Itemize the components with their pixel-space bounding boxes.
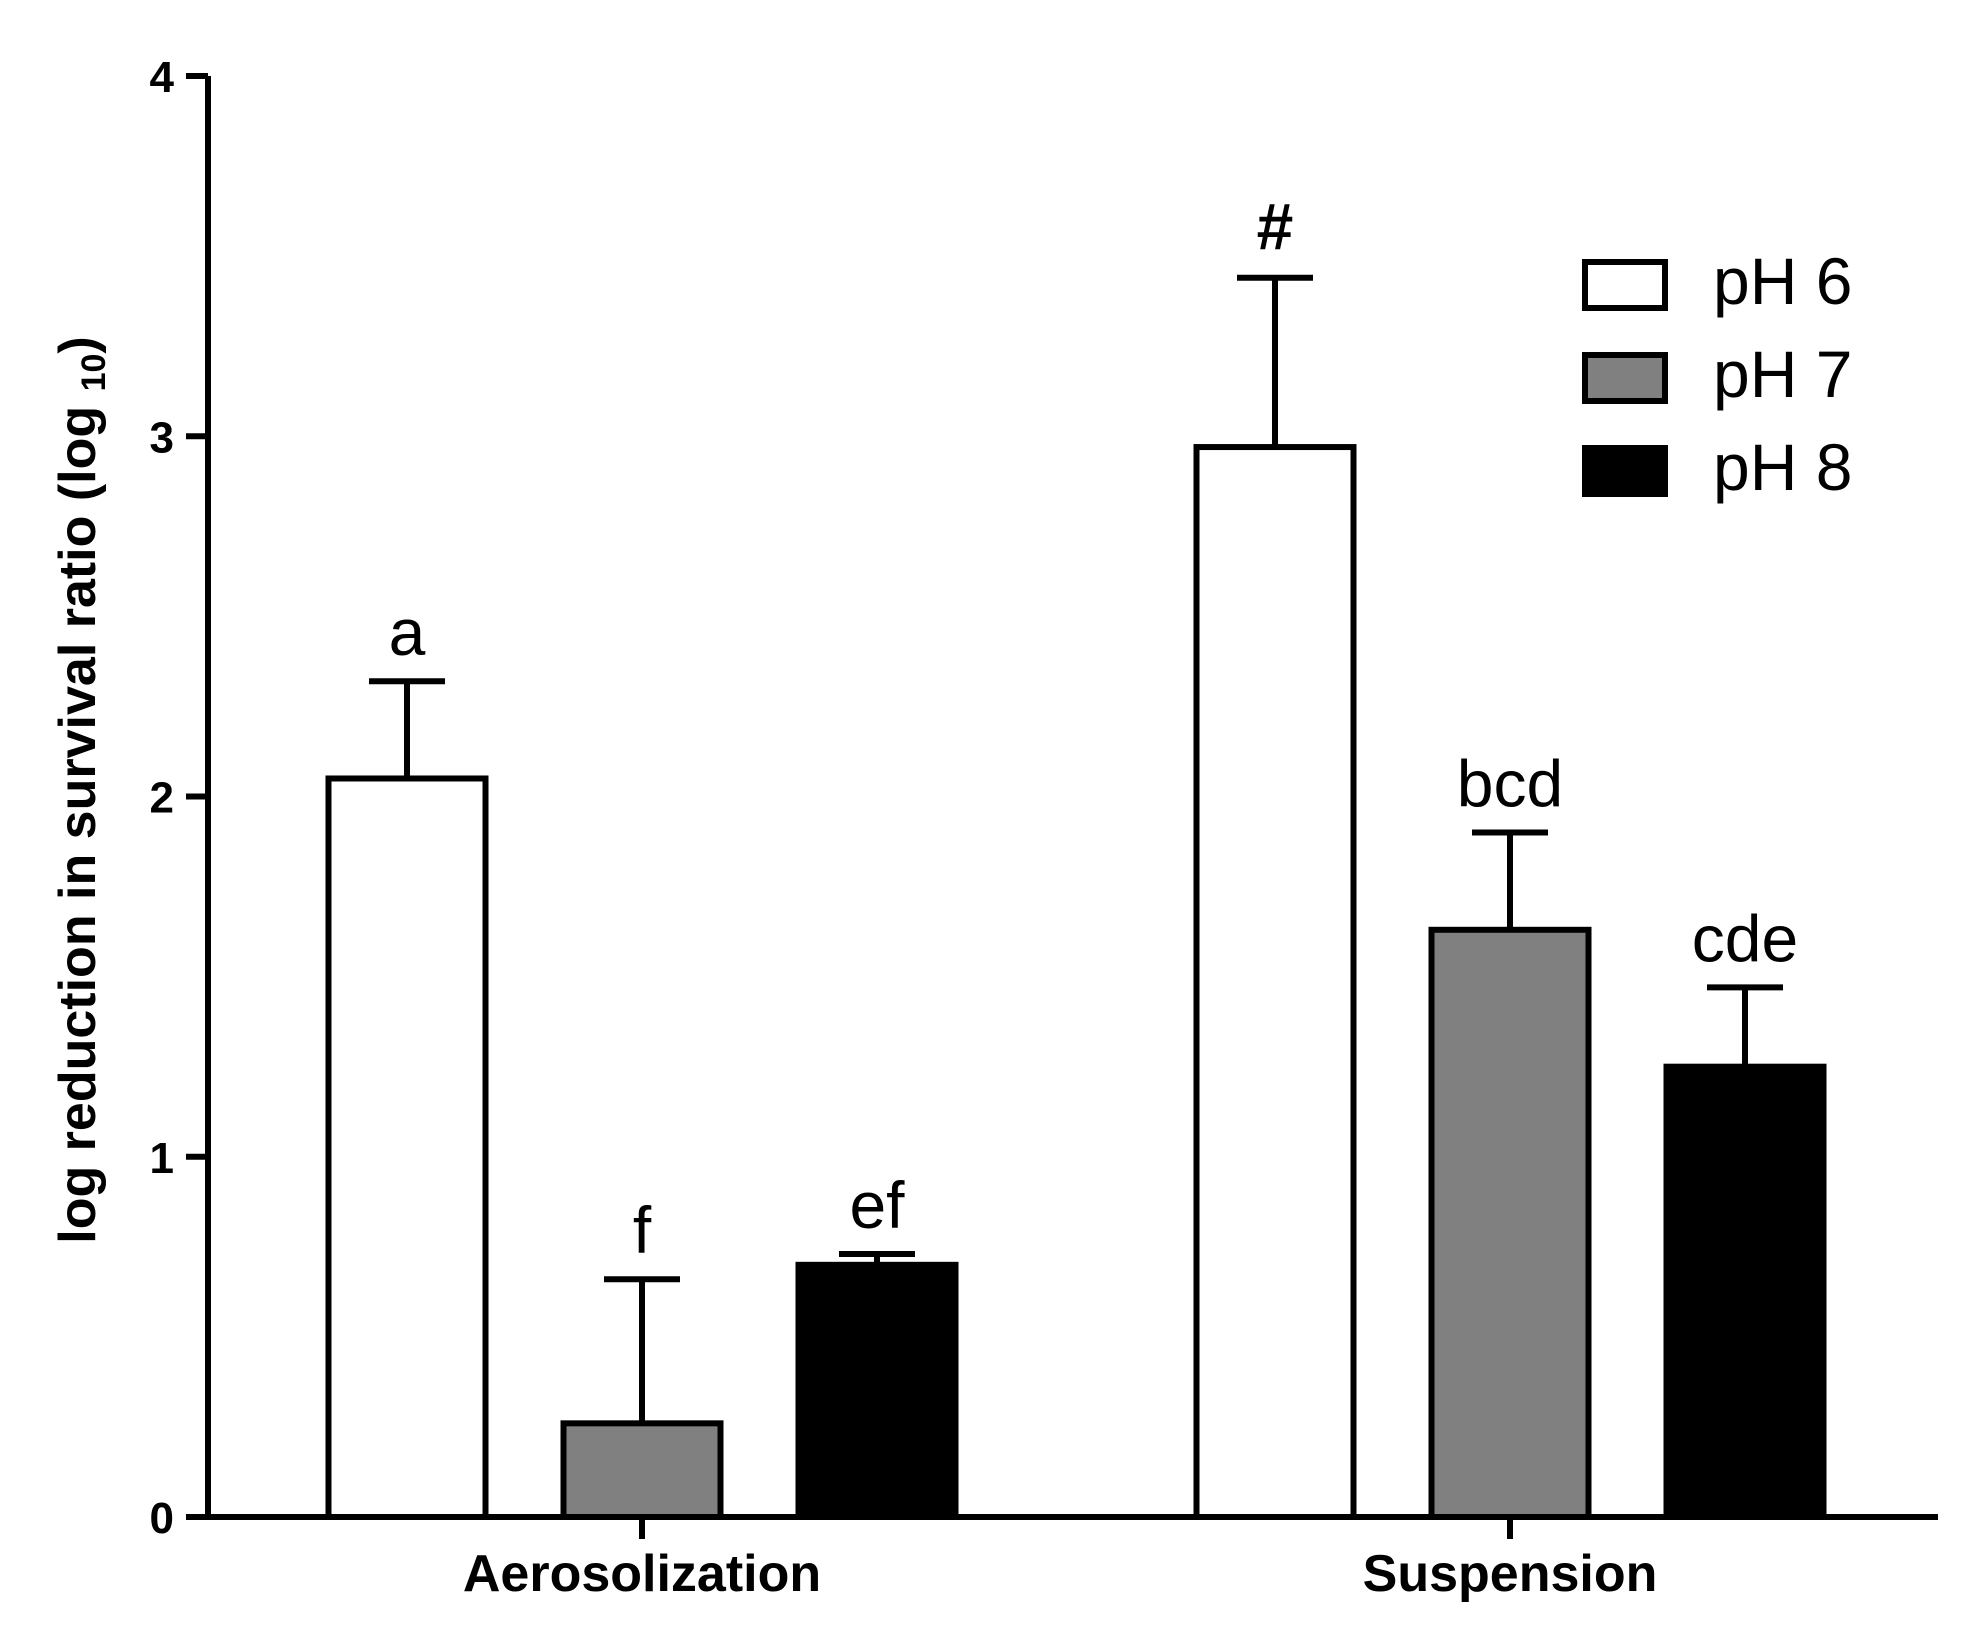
axes: 0 1 2 3 4 Aerosolization Suspension: [150, 53, 1938, 1603]
bar: [325, 775, 489, 1520]
labels: a f ef # bcd cde: [389, 190, 1799, 1267]
legend-label: pH 6: [1713, 244, 1852, 318]
bar: [560, 1420, 724, 1520]
y-tick-label: 1: [150, 1134, 174, 1183]
y-axis-label: log reduction in survival ratio (log 10): [49, 336, 113, 1243]
y-tick-label: 4: [150, 53, 175, 102]
bar: [1663, 1063, 1827, 1520]
y-tick-label: 0: [150, 1494, 174, 1543]
legend-label: pH 8: [1713, 430, 1852, 504]
significance-label: ef: [849, 1168, 905, 1242]
y-axis-label-subscript: 10: [75, 354, 113, 392]
legend-swatch: [1582, 259, 1668, 311]
significance-label: cde: [1692, 901, 1798, 975]
bar: [1193, 444, 1357, 1520]
significance-label: f: [633, 1193, 652, 1267]
legend: pH 6 pH 7 pH 8: [1582, 244, 1852, 504]
x-category-label: Aerosolization: [463, 1545, 821, 1603]
legend-label: pH 7: [1713, 337, 1852, 411]
bars: [325, 274, 1827, 1520]
significance-label: #: [1257, 190, 1294, 264]
significance-label: bcd: [1457, 747, 1563, 821]
y-tick-label: 3: [150, 413, 174, 462]
legend-swatch: [1582, 445, 1668, 497]
legend-swatch: [1582, 352, 1668, 404]
bar: [1428, 926, 1592, 1520]
bar: [795, 1261, 959, 1520]
y-tick-label: 2: [150, 774, 174, 823]
x-category-label: Suspension: [1363, 1545, 1658, 1603]
significance-label: a: [389, 595, 426, 669]
